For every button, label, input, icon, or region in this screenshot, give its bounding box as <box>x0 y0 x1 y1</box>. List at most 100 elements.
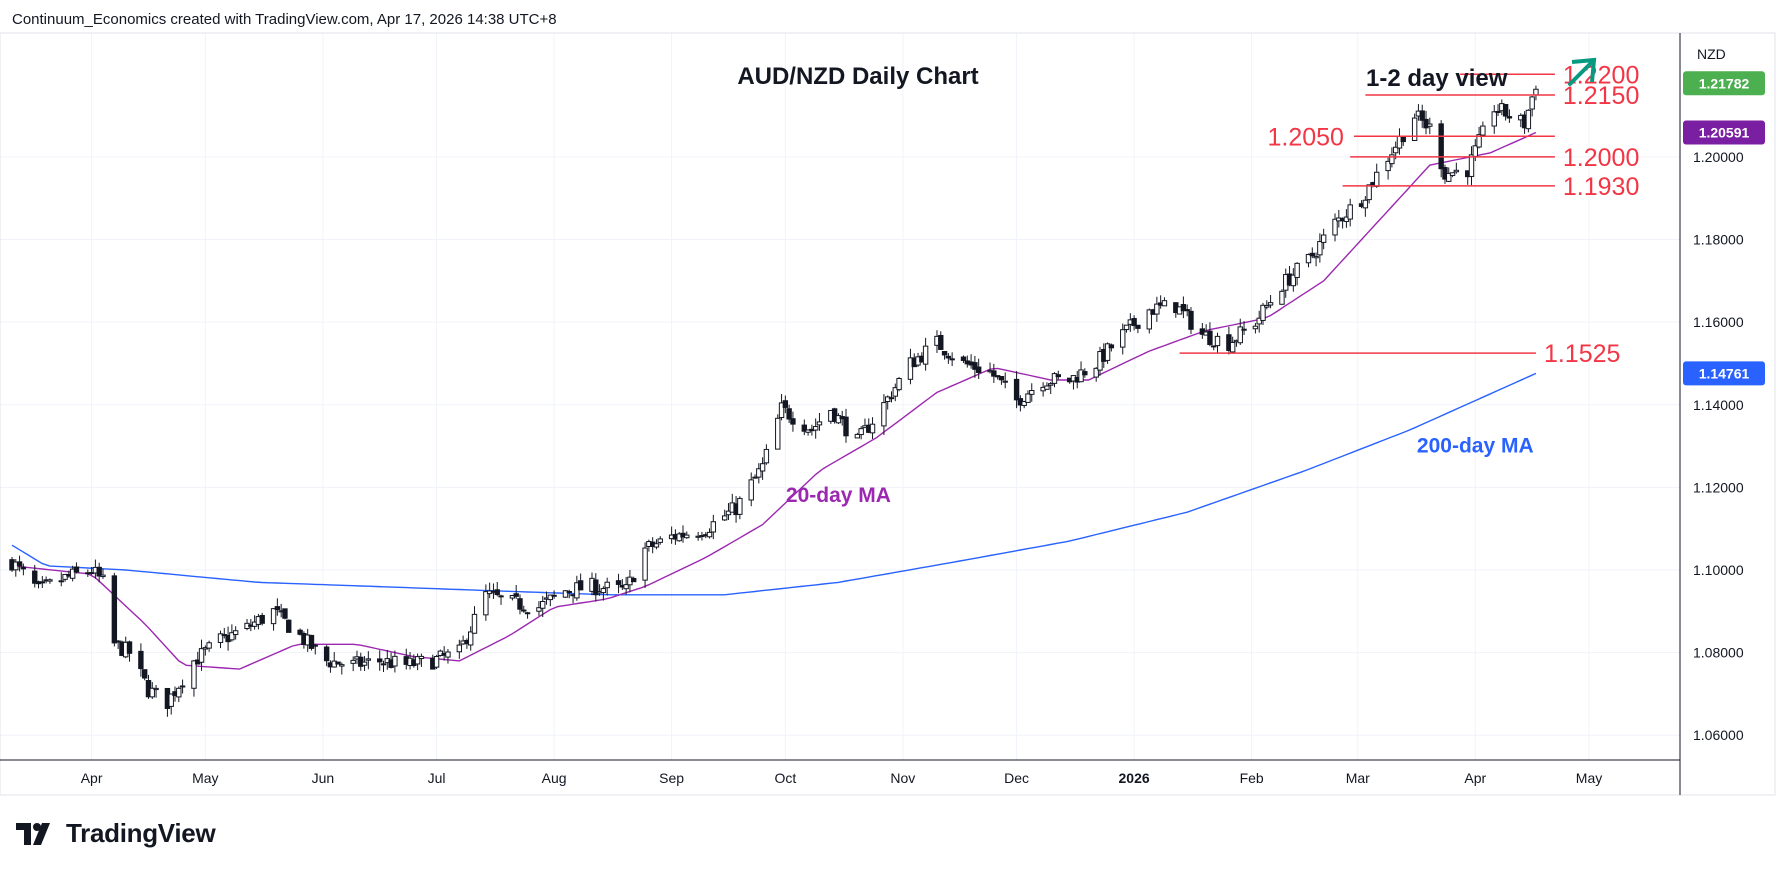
candlestick[interactable] <box>1438 120 1444 178</box>
candlestick[interactable] <box>361 656 368 671</box>
candlestick[interactable] <box>69 565 76 582</box>
candlestick[interactable] <box>498 594 504 605</box>
candlestick[interactable] <box>938 331 944 350</box>
candlestick[interactable] <box>1055 370 1061 380</box>
candlestick[interactable] <box>778 394 785 421</box>
candlestick[interactable] <box>1013 371 1020 409</box>
candlestick[interactable] <box>1241 321 1247 335</box>
candlestick[interactable] <box>858 426 864 440</box>
candlestick[interactable] <box>198 639 205 671</box>
candlestick[interactable] <box>350 656 356 672</box>
candlestick[interactable] <box>1449 172 1456 178</box>
candlestick[interactable] <box>331 652 337 668</box>
candlestick[interactable] <box>176 686 182 703</box>
candlestick[interactable] <box>1021 400 1027 409</box>
candlestick[interactable] <box>524 611 531 619</box>
candlestick[interactable] <box>1332 213 1338 242</box>
candlestick[interactable] <box>782 395 789 414</box>
candlestick[interactable] <box>684 531 690 539</box>
candlestick[interactable] <box>1135 324 1141 334</box>
candlestick[interactable] <box>551 590 557 599</box>
candlestick[interactable] <box>39 576 46 588</box>
candlestick[interactable] <box>1385 157 1391 180</box>
candlestick[interactable] <box>1093 366 1099 382</box>
price-badge[interactable]: 1.14761 <box>1683 361 1765 386</box>
candlestick[interactable] <box>1267 295 1274 309</box>
candlestick[interactable] <box>456 639 463 659</box>
candlestick[interactable] <box>153 685 159 698</box>
candlestick[interactable] <box>141 669 148 681</box>
candlestick[interactable] <box>1374 163 1380 188</box>
candlestick[interactable] <box>816 412 823 431</box>
candlestick[interactable] <box>566 589 572 599</box>
candlestick[interactable] <box>494 581 500 597</box>
candlestick[interactable] <box>1184 304 1190 317</box>
candlestick[interactable] <box>1237 318 1243 345</box>
candlestick[interactable] <box>179 679 186 694</box>
candlestick[interactable] <box>737 496 743 520</box>
candlestick[interactable] <box>521 605 527 613</box>
candlestick[interactable] <box>217 630 224 649</box>
candlestick[interactable] <box>907 348 914 385</box>
candlestick[interactable] <box>699 531 705 541</box>
candlestick[interactable] <box>1199 323 1206 339</box>
candlestick[interactable] <box>710 514 717 540</box>
candlestick[interactable] <box>1480 121 1486 136</box>
candlestick[interactable] <box>297 628 303 636</box>
candlestick[interactable] <box>759 457 766 480</box>
candlestick[interactable] <box>998 376 1005 385</box>
candlestick[interactable] <box>312 643 318 655</box>
candlestick[interactable] <box>623 576 629 595</box>
candlestick[interactable] <box>1207 322 1213 347</box>
candlestick[interactable] <box>869 417 876 439</box>
candlestick[interactable] <box>1123 324 1130 333</box>
candlestick[interactable] <box>232 626 239 640</box>
price-badge[interactable]: 1.20591 <box>1683 120 1765 145</box>
candlestick[interactable] <box>62 573 68 582</box>
candlestick[interactable] <box>468 626 474 651</box>
candlestick[interactable] <box>96 562 102 583</box>
candlestick[interactable] <box>1476 126 1482 149</box>
candlestick[interactable] <box>991 363 997 383</box>
candlestick[interactable] <box>885 395 891 410</box>
candlestick[interactable] <box>896 376 902 392</box>
candlestick[interactable] <box>941 350 948 360</box>
candlestick[interactable] <box>1529 95 1535 117</box>
candlestick[interactable] <box>706 528 713 539</box>
candlestick[interactable] <box>513 584 519 599</box>
candlestick[interactable] <box>168 693 174 715</box>
candlestick[interactable] <box>843 408 849 443</box>
candlestick[interactable] <box>1211 345 1217 351</box>
candlestick[interactable] <box>1347 198 1353 227</box>
candlestick[interactable] <box>433 654 440 670</box>
candlestick[interactable] <box>892 383 898 402</box>
candlestick[interactable] <box>1146 308 1152 334</box>
candlestick[interactable] <box>1082 368 1088 378</box>
candlestick[interactable] <box>721 509 728 522</box>
candlestick[interactable] <box>1002 372 1008 389</box>
candlestick[interactable] <box>577 573 584 591</box>
candlestick[interactable] <box>790 411 796 432</box>
candlestick[interactable] <box>752 474 758 479</box>
candlestick[interactable] <box>47 578 53 584</box>
candlestick[interactable] <box>562 590 569 598</box>
candlestick[interactable] <box>547 594 554 607</box>
candlestick[interactable] <box>949 352 955 367</box>
candlestick[interactable] <box>149 682 155 699</box>
candlestick[interactable] <box>32 564 38 588</box>
candlestick[interactable] <box>1317 233 1323 263</box>
candlestick[interactable] <box>775 414 781 450</box>
candlestick[interactable] <box>1051 372 1058 388</box>
candlestick[interactable] <box>377 650 383 671</box>
candlestick[interactable] <box>888 391 895 403</box>
candlestick[interactable] <box>657 536 663 545</box>
candlestick[interactable] <box>414 653 421 671</box>
candlestick[interactable] <box>536 601 542 616</box>
candlestick[interactable] <box>748 472 754 507</box>
candlestick[interactable] <box>445 648 451 664</box>
candlestick[interactable] <box>16 555 23 572</box>
candlestick[interactable] <box>1264 300 1270 310</box>
candlestick[interactable] <box>604 577 610 596</box>
candlestick[interactable] <box>1214 332 1221 354</box>
